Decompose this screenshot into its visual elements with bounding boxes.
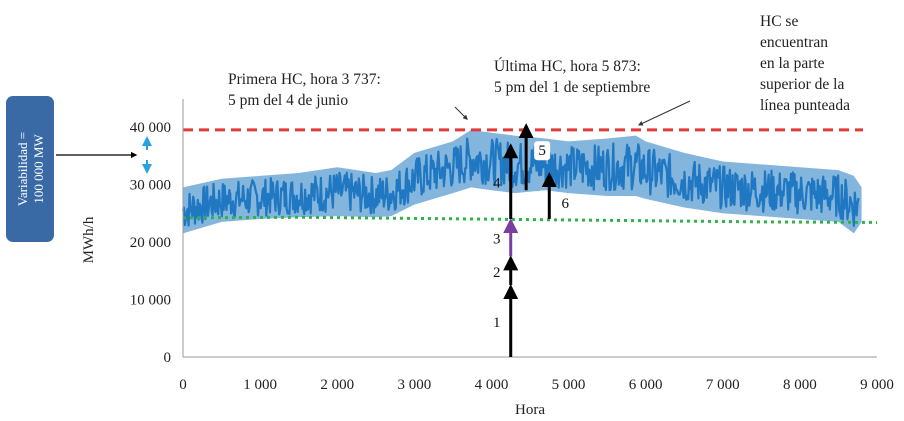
x-tick-label: 2 000 bbox=[320, 377, 354, 393]
annotation-line: encuentran bbox=[760, 34, 828, 51]
x-tick-label: 3 000 bbox=[397, 377, 431, 393]
annotation-line: 5 pm del 1 de septiembre bbox=[494, 79, 650, 96]
x-tick-label: 8 000 bbox=[783, 377, 817, 393]
annotation-line: superior de la bbox=[760, 76, 844, 93]
x-axis-title: Hora bbox=[515, 402, 545, 418]
annotation-first: Primera HC, hora 3 737: 5 pm del 4 de jun… bbox=[228, 71, 381, 109]
x-tick-label: 7 000 bbox=[706, 377, 740, 393]
y-tick-label: 0 bbox=[164, 350, 172, 366]
load-band-envelope bbox=[183, 129, 862, 234]
segment-label: 4 bbox=[493, 176, 501, 192]
annotations-layer: Primera HC, hora 3 737: 5 pm del 4 de jun… bbox=[228, 13, 850, 126]
y-tick-label: 40 000 bbox=[130, 120, 171, 136]
x-tick-label: 1 000 bbox=[243, 377, 277, 393]
annotation-line: Primera HC, hora 3 737: bbox=[228, 71, 381, 88]
segment-label: 1 bbox=[493, 315, 501, 331]
axes-layer: 0 1 000 2 000 3 000 4 000 5 000 6 000 7 000 8 00… bbox=[81, 99, 894, 418]
x-tick-label: 0 bbox=[179, 377, 187, 393]
base-load-dotted-line bbox=[182, 215, 878, 224]
x-tick-label: 5 000 bbox=[552, 377, 586, 393]
arrow-label-6: 6 bbox=[562, 196, 570, 212]
y-tick-label: 30 000 bbox=[130, 178, 171, 194]
arrow-label-5: 5 bbox=[538, 143, 546, 159]
annotation-above: HC se encuentran en la parte superior de la… bbox=[760, 13, 850, 114]
y-tick-label: 20 000 bbox=[130, 235, 171, 251]
segment-label: 3 bbox=[493, 232, 501, 248]
segment-label: 2 bbox=[493, 265, 501, 281]
variability-layer: Variabilidad =100 000 MW bbox=[6, 96, 152, 242]
annotation-line: línea punteada bbox=[760, 97, 850, 114]
annotation-pointer bbox=[637, 100, 691, 126]
variability-badge bbox=[6, 96, 54, 242]
y-axis-title: MWh/h bbox=[81, 216, 97, 263]
arrows-layer: 1 2 3 4 5 6 bbox=[493, 123, 570, 357]
annotation-line: en la parte bbox=[760, 55, 825, 72]
variability-line: Variabilidad = bbox=[15, 132, 30, 206]
x-tick-label: 4 000 bbox=[475, 377, 509, 393]
load-band-layer bbox=[181, 129, 862, 234]
annotation-line: 5 pm del 4 de junio bbox=[228, 92, 348, 109]
annotation-pointer bbox=[454, 106, 468, 120]
annotation-line: HC se bbox=[760, 13, 798, 30]
x-tick-label: 6 000 bbox=[629, 377, 663, 393]
y-tick-label: 10 000 bbox=[130, 293, 171, 309]
x-tick-label: 9 000 bbox=[860, 377, 894, 393]
annotation-last: Última HC, hora 5 873: 5 pm del 1 de sept… bbox=[494, 58, 650, 96]
variability-text: Variabilidad =100 000 MW bbox=[15, 132, 46, 206]
variability-line: 100 000 MW bbox=[31, 134, 46, 204]
annotation-line: Última HC, hora 5 873: bbox=[494, 58, 641, 75]
arrow-label-bg bbox=[534, 141, 551, 161]
